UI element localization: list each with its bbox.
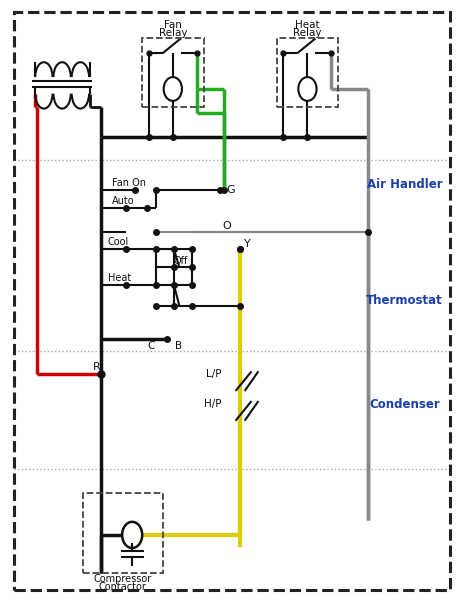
Bar <box>83 493 163 574</box>
Text: R: R <box>92 362 100 372</box>
Text: O: O <box>222 221 231 230</box>
Bar <box>277 38 338 107</box>
Text: Auto: Auto <box>112 196 135 206</box>
Text: L/P: L/P <box>207 370 222 379</box>
Text: Air Handler: Air Handler <box>367 178 442 191</box>
Text: Compressor: Compressor <box>93 574 152 584</box>
Text: Relay: Relay <box>293 28 322 38</box>
Text: Contactor: Contactor <box>99 581 146 592</box>
Text: G: G <box>227 185 235 195</box>
Text: Condenser: Condenser <box>369 398 440 410</box>
Text: Heat: Heat <box>108 273 131 283</box>
Text: B: B <box>175 341 182 351</box>
Bar <box>142 38 204 107</box>
Text: Heat: Heat <box>295 20 320 30</box>
Text: Fan: Fan <box>164 20 182 30</box>
Text: Cool: Cool <box>108 238 129 247</box>
Text: Off: Off <box>174 256 188 266</box>
Text: H/P: H/P <box>204 399 222 409</box>
Text: Y: Y <box>243 239 250 248</box>
Text: C: C <box>147 341 155 351</box>
Text: Relay: Relay <box>158 28 187 38</box>
Text: Fan On: Fan On <box>112 178 146 188</box>
Text: Thermostat: Thermostat <box>366 293 443 307</box>
